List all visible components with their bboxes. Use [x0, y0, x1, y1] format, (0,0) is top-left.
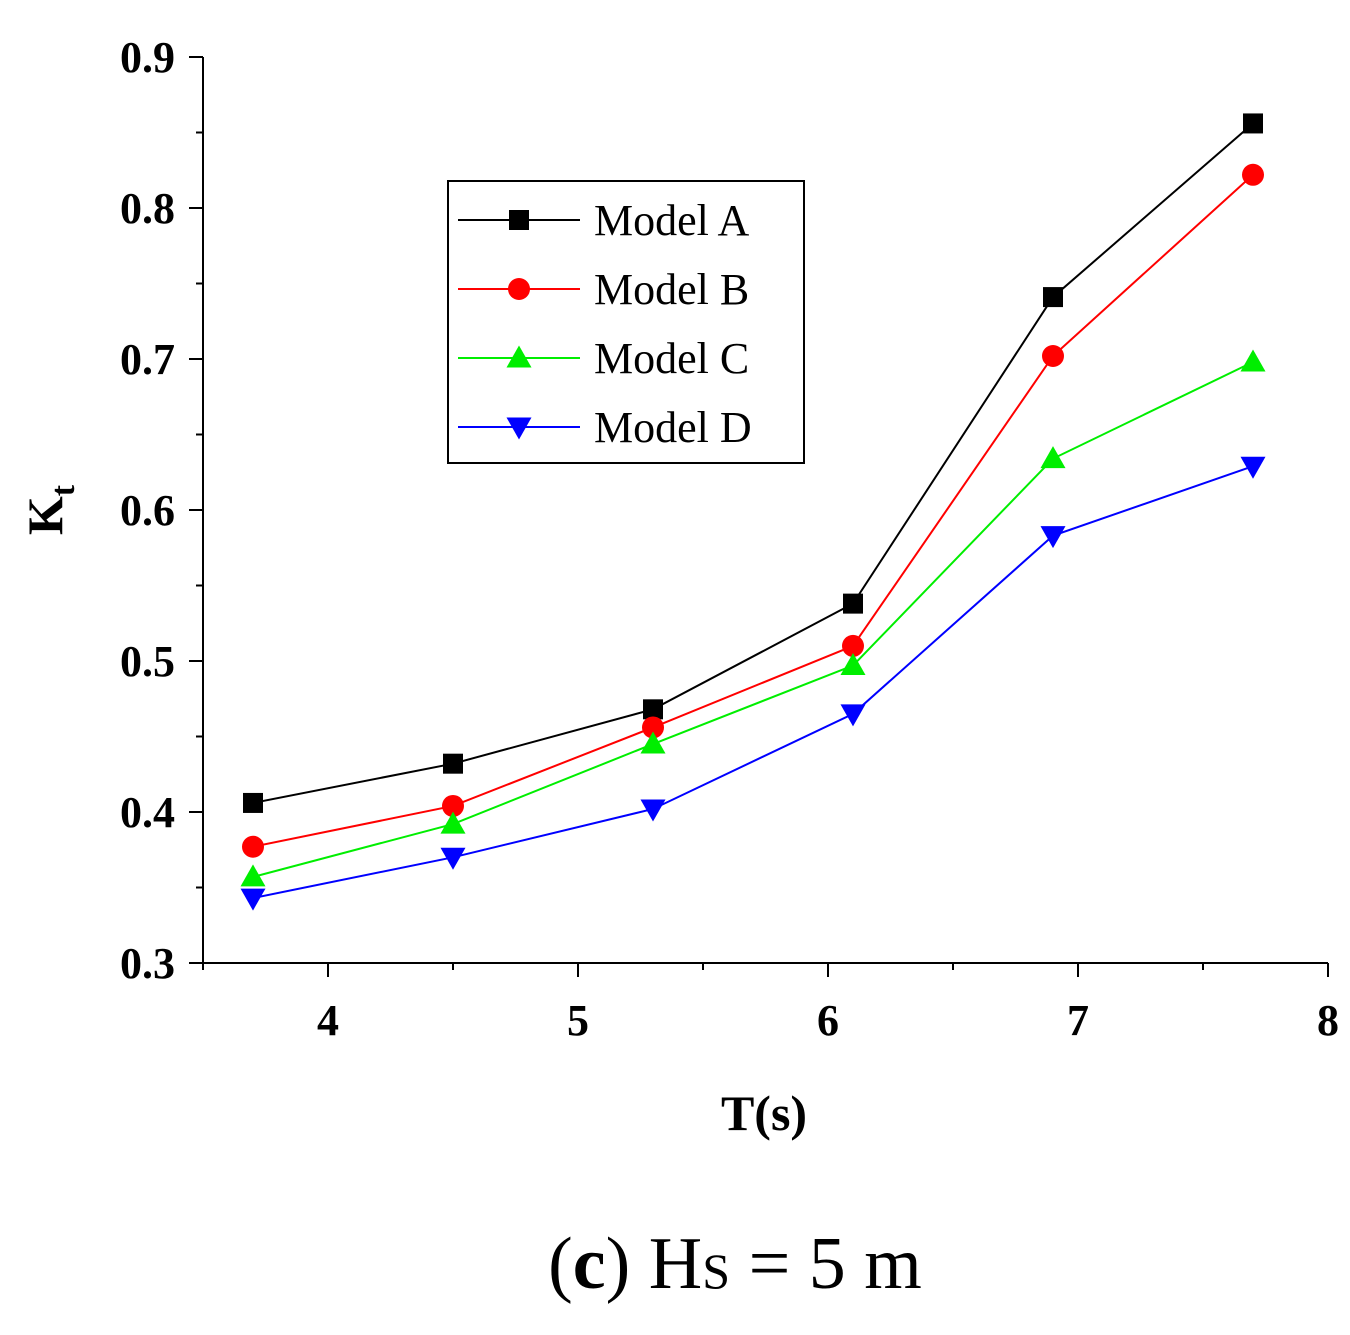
data-point-model-b	[442, 794, 464, 817]
y-tick-label: 0.5	[120, 637, 175, 686]
data-point-model-b	[1042, 344, 1064, 367]
y-tick-label: 0.9	[120, 33, 175, 82]
y-tick-label: 0.3	[120, 939, 175, 988]
data-point-model-a	[1043, 287, 1063, 308]
series-line-model-d	[252, 465, 1254, 900]
data-point-model-a	[843, 593, 863, 614]
data-point-model-a	[1243, 113, 1263, 134]
data-point-model-d	[440, 847, 466, 870]
data-point-model-c	[1240, 349, 1266, 372]
caption-letter: c	[573, 1223, 606, 1305]
y-tick-label: 0.6	[120, 486, 175, 535]
legend-label: Model D	[594, 403, 752, 452]
data-point-model-a	[243, 792, 263, 813]
caption-text-rest: = 5 m	[730, 1223, 922, 1305]
y-axis-title-main: K	[17, 496, 73, 535]
ticks	[189, 56, 1329, 977]
legend-item-model-a: Model A	[458, 196, 749, 245]
y-tick-label: 0.8	[120, 184, 175, 233]
caption-close-paren: )	[606, 1223, 631, 1305]
x-axis-title: T(s)	[721, 1085, 807, 1141]
legend: Model A Model B Model C Model D	[447, 180, 805, 464]
legend-marker	[508, 278, 530, 300]
data-point-model-d	[1040, 526, 1066, 549]
y-axis-title: Kt	[17, 484, 82, 535]
data-point-model-a	[643, 699, 663, 720]
data-point-model-d	[240, 888, 266, 911]
series-line-model-a	[252, 122, 1254, 804]
caption-text-subscript: S	[702, 1243, 730, 1299]
y-axis-title-subscript: t	[45, 484, 82, 496]
data-point-model-c	[1040, 446, 1066, 469]
x-tick-label: 5	[567, 996, 589, 1045]
caption-open-paren: (	[548, 1223, 573, 1305]
legend-label: Model A	[594, 196, 749, 245]
data-point-model-c	[440, 811, 466, 834]
y-tick-label: 0.4	[120, 788, 175, 837]
data-point-model-c	[640, 731, 666, 754]
legend-label: Model B	[594, 265, 749, 314]
legend-marker	[506, 417, 532, 440]
data-point-model-d	[640, 799, 666, 822]
x-tick-label: 6	[817, 996, 839, 1045]
data-point-model-b	[842, 634, 864, 657]
x-tick-label: 4	[317, 996, 339, 1045]
data-point-model-c	[240, 864, 266, 887]
x-tick-label: 8	[1317, 996, 1339, 1045]
data-point-model-c	[840, 653, 866, 676]
data-point-model-d	[840, 704, 866, 727]
series-line-model-b	[252, 174, 1254, 848]
series-lines	[252, 122, 1254, 900]
series-line-model-c	[252, 361, 1254, 878]
legend-item-model-d: Model D	[458, 403, 752, 452]
figure-caption: (c) HS = 5 m	[548, 1223, 922, 1305]
legend-marker	[509, 210, 529, 230]
tick-labels: 0.3 0.4 0.5 0.6 0.7 0.8 0.9 4 5 6 7 8	[120, 33, 1339, 1045]
series-markers	[240, 113, 1266, 911]
data-point-model-b	[642, 716, 664, 739]
y-tick-label: 0.7	[120, 335, 175, 384]
caption-text-main: H	[630, 1223, 702, 1305]
data-point-model-b	[1242, 163, 1264, 186]
data-point-model-b	[242, 835, 264, 858]
x-tick-label: 7	[1067, 996, 1089, 1045]
legend-item-model-b: Model B	[458, 265, 749, 314]
legend-item-model-c: Model C	[458, 334, 749, 383]
legend-label: Model C	[594, 334, 749, 383]
data-point-model-d	[1240, 456, 1266, 479]
legend-marker	[506, 345, 532, 368]
legend-box	[447, 180, 805, 464]
data-point-model-a	[443, 753, 463, 774]
